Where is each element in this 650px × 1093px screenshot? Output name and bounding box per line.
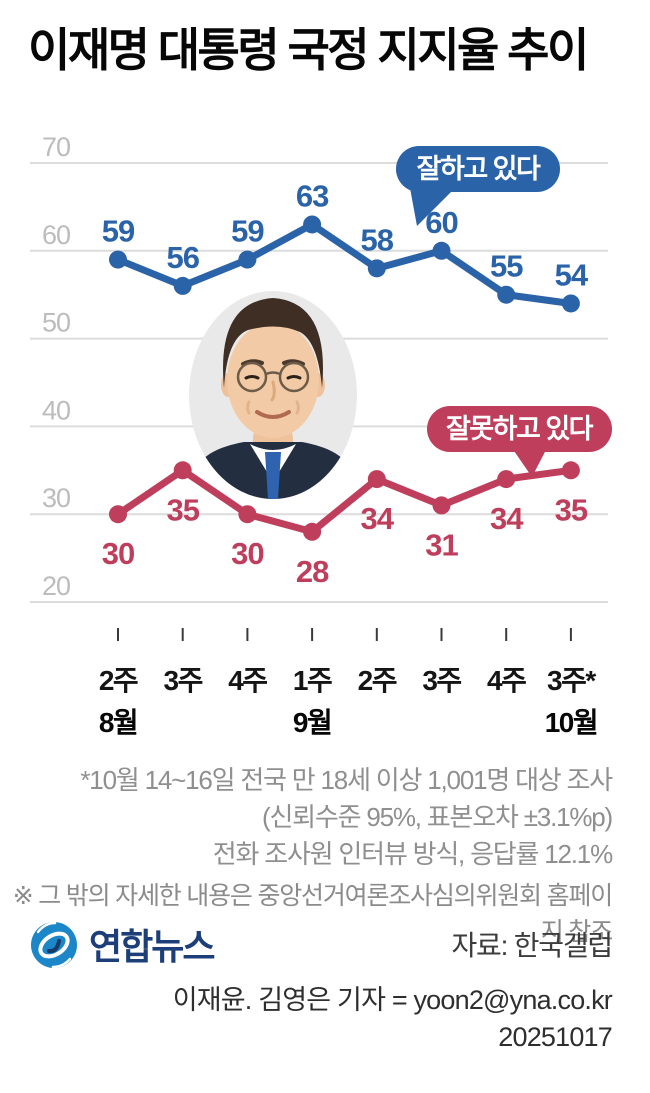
approve-value-label: 59: [231, 214, 264, 249]
approve-bubble-label: 잘하고 있다: [417, 154, 541, 184]
disapprove-line: [114, 466, 575, 536]
disapprove-data-point: [561, 461, 580, 480]
disapprove-value-label: 28: [296, 554, 329, 589]
approve-bubble-tail: [410, 188, 452, 226]
portrait-eyebrow: [282, 359, 305, 366]
x-axis-label: 3주: [422, 665, 461, 696]
portrait-glasses-bridge: [265, 371, 281, 376]
disapprove-value-label: 30: [102, 536, 134, 571]
disapprove-value-label: 35: [555, 492, 588, 527]
y-axis-label: 40: [42, 395, 70, 425]
approve-value-label: 56: [166, 240, 199, 275]
approve-value-label: 54: [555, 257, 589, 292]
disapprove-data-point: [367, 470, 386, 489]
portrait-eyebrow: [241, 359, 264, 366]
approve-data-point: [109, 250, 127, 269]
reference-notice: ※ 그 밖의 자세한 내용은 중앙선거여론조사심의위원회 홈페이지 참조: [12, 882, 613, 946]
disapprove-data-point: [173, 461, 192, 480]
approval-trend-chart: 70 60 50 40 30 20: [0, 130, 650, 745]
y-axis-label: 30: [42, 483, 70, 513]
page-title: 이재명 대통령 국정 지지율 추이: [28, 24, 589, 76]
footnote-line: *10월 14~16일 전국 만 18세 이상 1,001명 대상 조사: [80, 765, 613, 795]
approve-line: [114, 220, 575, 307]
disapprove-bubble-label: 잘못하고 있다: [446, 414, 594, 444]
disapprove-value-label: 30: [231, 536, 263, 571]
disapprove-value-label: 31: [425, 527, 458, 562]
disapprove-value-label: 34: [490, 501, 524, 536]
yonhap-brand: 연합뉴스: [28, 918, 215, 970]
footnote-line: (신뢰수준 95%, 표본오차 ±3.1%p): [261, 802, 613, 832]
portrait-smile: [255, 410, 291, 419]
x-axis-label: 4주: [487, 665, 526, 696]
y-axis-label: 70: [42, 132, 70, 162]
disapprove-data-point: [109, 505, 127, 524]
portrait-nose: [270, 380, 276, 402]
approve-data-point: [367, 259, 386, 278]
approve-value-label: 59: [102, 214, 135, 249]
disapprove-data-point: [303, 522, 322, 541]
x-axis-label: 2주: [99, 665, 138, 696]
source-label: 자료: 한국갤럽: [451, 930, 613, 961]
portrait-smile-line: [246, 400, 251, 415]
x-axis-label: 3주*: [547, 665, 596, 696]
disapprove-data-point: [238, 505, 257, 524]
disapprove-value-label: 35: [166, 492, 199, 527]
portrait-hair: [223, 298, 323, 388]
approve-data-point: [497, 285, 516, 304]
portrait-face: [227, 322, 319, 438]
chart-canvas: 70 60 50 40 30 20: [30, 132, 612, 738]
axis-layer: 2주 3주 4주 1주 2주 3주 4주 3주* 8월 9월 10월: [99, 628, 599, 738]
approve-data-point: [561, 294, 580, 313]
portrait-eye: [286, 375, 302, 380]
portrait-eye: [244, 375, 260, 380]
disapprove-data-point: [432, 496, 451, 515]
president-portrait: [189, 291, 357, 499]
portrait-glasses: [278, 361, 310, 393]
approve-value-label: 55: [490, 249, 523, 284]
x-axis-label: 3주: [164, 665, 203, 696]
portrait-tie: [265, 452, 281, 499]
footnote-line: 전화 조사원 인터뷰 방식, 응답률 12.1%: [212, 839, 613, 869]
x-axis-label: 2주: [358, 665, 397, 696]
approve-value-label: 58: [361, 222, 394, 257]
month-label: 8월: [99, 707, 137, 738]
approve-bubble: [396, 146, 560, 192]
y-axis-label: 20: [42, 571, 70, 601]
approve-data-point: [432, 241, 451, 260]
portrait-glasses: [236, 361, 268, 393]
disapprove-bubble-tail: [512, 446, 548, 477]
x-axis-label: 1주: [293, 665, 332, 696]
disapprove-value-label: 34: [361, 501, 395, 536]
survey-footnotes: *10월 14~16일 전국 만 18세 이상 1,001명 대상 조사 (신뢰…: [80, 762, 613, 873]
agency-name: 연합뉴스: [89, 926, 215, 967]
byline-block: 이재윤. 김영은 기자 = yoon2@yna.co.kr 20251017: [172, 982, 613, 1056]
disapprove-data-point: [497, 470, 516, 489]
month-label: 9월: [293, 707, 331, 738]
y-axis-label: 50: [42, 308, 70, 338]
approve-data-point: [238, 250, 257, 269]
reporter-credit: 이재윤. 김영은 기자 = yoon2@yna.co.kr: [172, 985, 613, 1015]
approve-data-point: [303, 215, 322, 234]
yonhap-logo-icon: [31, 921, 77, 969]
publish-date: 20251017: [498, 1022, 613, 1052]
portrait-smile-line: [295, 400, 300, 415]
brand-row: 연합뉴스 자료: 한국갤럽: [28, 916, 613, 972]
y-axis-label: 60: [42, 220, 70, 250]
approve-data-point: [173, 276, 192, 295]
approve-value-label: 63: [296, 178, 329, 213]
month-label: 10월: [545, 707, 597, 738]
disapprove-bubble: [427, 406, 612, 452]
x-axis-label: 4주: [228, 665, 267, 696]
